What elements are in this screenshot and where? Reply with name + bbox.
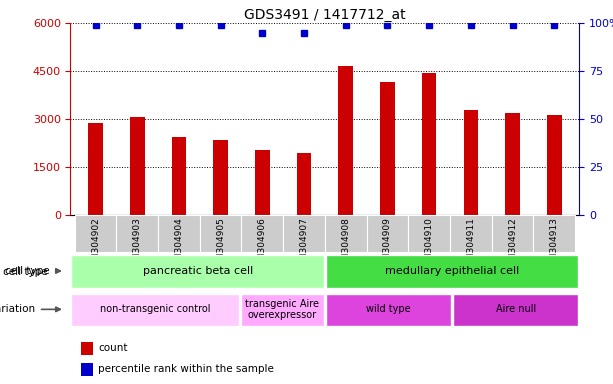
Bar — [242, 215, 283, 252]
Bar — [241, 294, 324, 326]
Text: GSM304903: GSM304903 — [133, 217, 142, 272]
Text: GSM304912: GSM304912 — [508, 217, 517, 271]
Bar — [547, 115, 562, 215]
Text: GSM304913: GSM304913 — [550, 217, 559, 272]
Bar — [130, 117, 145, 215]
Bar — [213, 139, 228, 215]
Bar — [81, 342, 93, 355]
Bar — [71, 294, 239, 326]
Bar — [492, 215, 533, 252]
Text: cell type: cell type — [5, 266, 49, 276]
Bar — [81, 362, 93, 376]
Text: GSM304904: GSM304904 — [175, 217, 183, 271]
Text: GSM304910: GSM304910 — [425, 217, 433, 272]
Bar — [71, 255, 324, 288]
Bar — [172, 137, 186, 215]
Bar — [408, 215, 450, 252]
Bar — [450, 215, 492, 252]
Text: percentile rank within the sample: percentile rank within the sample — [99, 364, 275, 374]
Title: GDS3491 / 1417712_at: GDS3491 / 1417712_at — [244, 8, 406, 22]
Bar — [326, 255, 579, 288]
Bar — [283, 215, 325, 252]
Bar — [116, 215, 158, 252]
Text: GSM304902: GSM304902 — [91, 217, 100, 271]
Bar — [158, 215, 200, 252]
Text: pancreatic beta cell: pancreatic beta cell — [143, 266, 253, 276]
Bar — [453, 294, 579, 326]
Text: GSM304907: GSM304907 — [300, 217, 308, 272]
Bar — [255, 151, 270, 215]
Bar — [367, 215, 408, 252]
Bar — [326, 294, 451, 326]
Text: transgenic Aire
overexpressor: transgenic Aire overexpressor — [245, 298, 319, 320]
Bar — [463, 110, 478, 215]
Bar — [380, 82, 395, 215]
Bar — [297, 153, 311, 215]
Text: non-transgenic control: non-transgenic control — [100, 305, 210, 314]
Text: GSM304906: GSM304906 — [258, 217, 267, 272]
Text: count: count — [99, 343, 128, 353]
Text: GSM304908: GSM304908 — [341, 217, 350, 272]
Text: cell type: cell type — [3, 266, 48, 277]
Text: GSM304909: GSM304909 — [383, 217, 392, 272]
Text: genotype/variation: genotype/variation — [0, 305, 36, 314]
Bar — [200, 215, 242, 252]
Text: GSM304905: GSM304905 — [216, 217, 225, 272]
Bar — [338, 66, 353, 215]
Bar — [505, 113, 520, 215]
Bar — [325, 215, 367, 252]
Text: Aire null: Aire null — [495, 305, 536, 314]
Bar — [533, 215, 575, 252]
Bar — [75, 215, 116, 252]
Bar — [422, 73, 436, 215]
Bar — [88, 123, 103, 215]
Text: GSM304911: GSM304911 — [466, 217, 475, 272]
Text: wild type: wild type — [366, 305, 411, 314]
Text: medullary epithelial cell: medullary epithelial cell — [385, 266, 519, 276]
